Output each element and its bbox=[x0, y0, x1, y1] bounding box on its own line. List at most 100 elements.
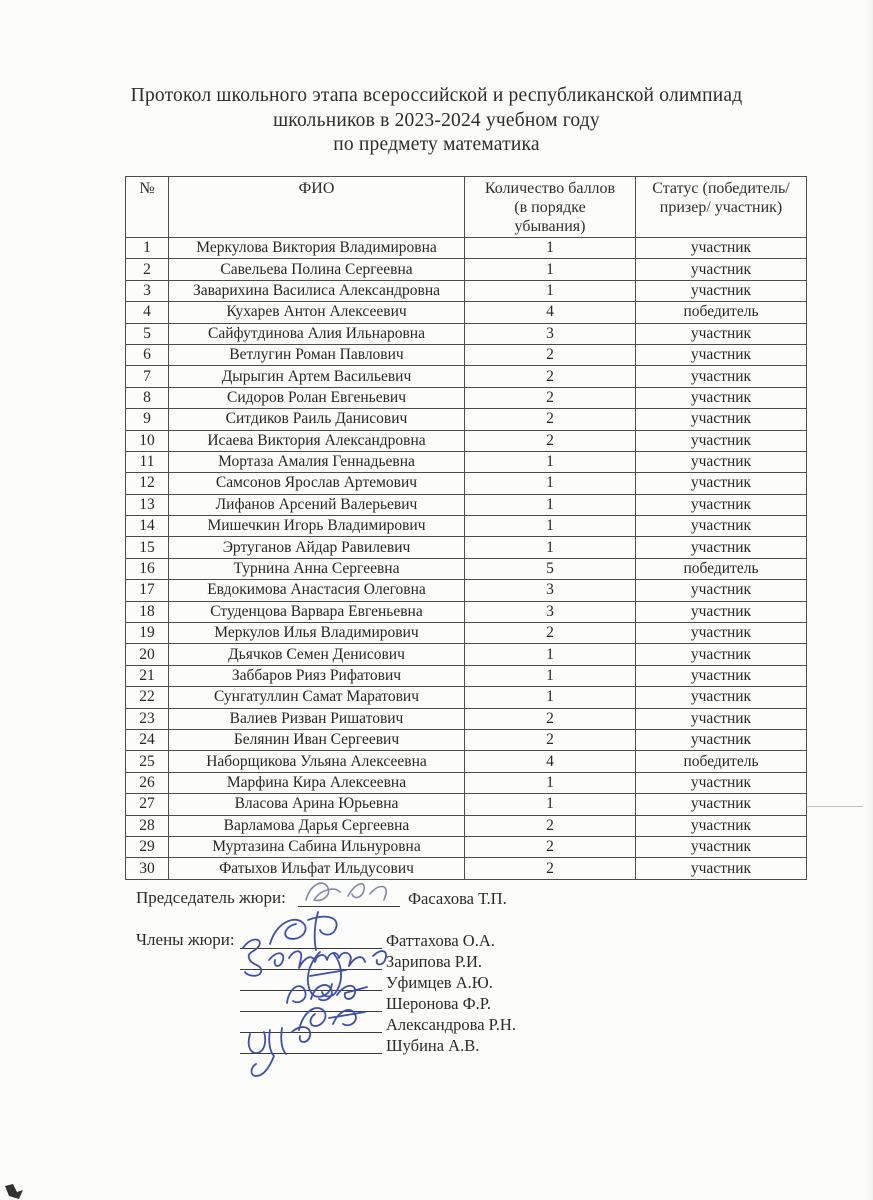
row-score: 2 bbox=[464, 707, 636, 730]
member-signature-ink bbox=[306, 951, 347, 998]
row-score: 1 bbox=[464, 515, 636, 538]
row-score: 1 bbox=[464, 664, 636, 688]
member-signature-line bbox=[240, 1053, 382, 1054]
row-number: 2 bbox=[125, 258, 169, 281]
table-row: 10 Исаева Виктория Александровна 2 участник bbox=[125, 429, 807, 452]
table-row: 18 Студенцова Варвара Евгеньевна 3 участник bbox=[125, 600, 807, 624]
member-signature-line bbox=[240, 990, 382, 991]
table-row: 12 Самсонов Ярослав Артемович 1 участник bbox=[125, 472, 807, 495]
row-score: 2 bbox=[464, 857, 636, 880]
row-status: победитель bbox=[635, 301, 807, 324]
table-row: 3 Заварихина Василиса Александровна 1 участ… bbox=[125, 279, 807, 303]
row-number: 17 bbox=[125, 579, 169, 602]
member-signature-line bbox=[240, 969, 382, 970]
row-number: 20 bbox=[125, 643, 169, 666]
row-fio: Фатыхов Ильфат Ильдусович bbox=[168, 857, 465, 880]
members-label: Члены жюри: bbox=[136, 930, 235, 949]
row-status: участник bbox=[635, 236, 807, 260]
row-score: 3 bbox=[464, 579, 636, 602]
row-status: участник bbox=[635, 728, 807, 752]
row-score: 2 bbox=[464, 622, 636, 645]
row-fio: Сунгатуллин Самат Маратович bbox=[168, 686, 465, 709]
member-signature-line bbox=[240, 1032, 382, 1033]
row-score: 2 bbox=[464, 386, 636, 410]
header-row: № ФИО Количество баллов (в порядке убыва… bbox=[125, 176, 807, 238]
table-row: 4 Кухарев Антон Алексеевич 4 победитель bbox=[125, 301, 807, 324]
row-fio: Марфина Кира Алексеевна bbox=[168, 771, 465, 795]
row-score: 2 bbox=[464, 728, 636, 752]
row-number: 26 bbox=[125, 771, 169, 795]
table-row: 22 Сунгатуллин Самат Маратович 1 участник bbox=[125, 686, 807, 709]
row-status: участник bbox=[635, 408, 807, 431]
row-number: 29 bbox=[125, 835, 169, 859]
table-row: 2 Савельева Полина Сергеевна 1 участник bbox=[125, 258, 807, 281]
row-number: 14 bbox=[125, 515, 169, 538]
row-score: 1 bbox=[464, 279, 636, 303]
table-row: 9 Ситдиков Раиль Данисович 2 участник bbox=[125, 408, 807, 431]
results-table-body: 1 Меркулова Виктория Владимировна 1 участни… bbox=[125, 236, 807, 880]
row-number: 27 bbox=[125, 793, 169, 816]
row-score: 1 bbox=[464, 236, 636, 260]
row-status: участник bbox=[635, 472, 807, 495]
row-fio: Белянин Иван Сергеевич bbox=[168, 728, 465, 752]
row-status: участник bbox=[635, 835, 807, 859]
row-score: 1 bbox=[464, 536, 636, 559]
row-score: 2 bbox=[464, 408, 636, 431]
row-score: 2 bbox=[464, 365, 636, 388]
row-number: 28 bbox=[125, 814, 169, 837]
table-row: 26 Марфина Кира Алексеевна 1 участник bbox=[125, 771, 807, 795]
header-num: № bbox=[125, 176, 169, 238]
row-status: участник bbox=[635, 664, 807, 688]
row-status: участник bbox=[635, 707, 807, 730]
table-row: 24 Белянин Иван Сергеевич 2 участник bbox=[125, 728, 807, 752]
row-score: 1 bbox=[464, 771, 636, 795]
row-status: участник bbox=[635, 771, 807, 795]
row-fio: Ситдиков Раиль Данисович bbox=[168, 408, 465, 431]
row-status: участник bbox=[635, 515, 807, 538]
chair-signature-line bbox=[298, 906, 400, 907]
table-row: 30 Фатыхов Ильфат Ильдусович 2 участник bbox=[125, 857, 807, 880]
row-fio: Дьячков Семен Денисович bbox=[168, 643, 465, 666]
row-score: 2 bbox=[464, 429, 636, 452]
row-fio: Исаева Виктория Александровна bbox=[168, 429, 465, 452]
row-fio: Савельева Полина Сергеевна bbox=[168, 258, 465, 281]
row-status: участник bbox=[635, 450, 807, 474]
table-row: 17 Евдокимова Анастасия Олеговна 3 участник bbox=[125, 579, 807, 602]
row-fio: Заварихина Василиса Александровна bbox=[168, 279, 465, 303]
member-signature-ink bbox=[247, 1026, 312, 1077]
row-status: участник bbox=[635, 322, 807, 345]
row-fio: Сайфутдинова Алия Ильнаровна bbox=[168, 322, 465, 345]
member-name: Шубина А.В. bbox=[386, 1036, 480, 1055]
row-status: участник bbox=[635, 600, 807, 624]
member-signature-ink bbox=[286, 984, 368, 1004]
row-status: участник bbox=[635, 343, 807, 367]
table-row: 8 Сидоров Ролан Евгеньевич 2 участник bbox=[125, 386, 807, 410]
row-fio: Заббаров Рияз Рифатович bbox=[168, 664, 465, 688]
table-row: 23 Валиев Ризван Ришатович 2 участник bbox=[125, 707, 807, 730]
member-signature-ink bbox=[269, 911, 338, 951]
row-number: 25 bbox=[125, 750, 169, 773]
row-status: участник bbox=[635, 429, 807, 452]
row-status: участник bbox=[635, 622, 807, 645]
row-fio: Муртазина Сабина Ильнуровна bbox=[168, 835, 465, 859]
row-status: участник bbox=[635, 857, 807, 880]
row-status: участник bbox=[635, 579, 807, 602]
row-fio: Самсонов Ярослав Артемович bbox=[168, 472, 465, 495]
row-number: 22 bbox=[125, 686, 169, 709]
row-fio: Власова Арина Юрьевна bbox=[168, 793, 465, 816]
row-fio: Дырыгин Артем Васильевич bbox=[168, 365, 465, 388]
row-fio: Мортаза Амалия Геннадьевна bbox=[168, 450, 465, 474]
row-number: 8 bbox=[125, 386, 169, 410]
table-row: 1 Меркулова Виктория Владимировна 1 участни… bbox=[125, 236, 807, 260]
row-status: победитель bbox=[635, 750, 807, 773]
table-row: 25 Наборщикова Ульяна Алексеевна 4 победите… bbox=[125, 750, 807, 773]
results-table: № ФИО Количество баллов (в порядке убыва… bbox=[125, 176, 807, 880]
row-fio: Наборщикова Ульяна Алексеевна bbox=[168, 750, 465, 773]
row-number: 3 bbox=[125, 279, 169, 303]
row-score: 1 bbox=[464, 643, 636, 666]
row-fio: Меркулова Виктория Владимировна bbox=[168, 236, 465, 260]
member-name: Зарипова Р.И. bbox=[386, 952, 483, 971]
row-number: 21 bbox=[125, 664, 169, 688]
row-score: 2 bbox=[464, 835, 636, 859]
row-number: 24 bbox=[125, 728, 169, 752]
